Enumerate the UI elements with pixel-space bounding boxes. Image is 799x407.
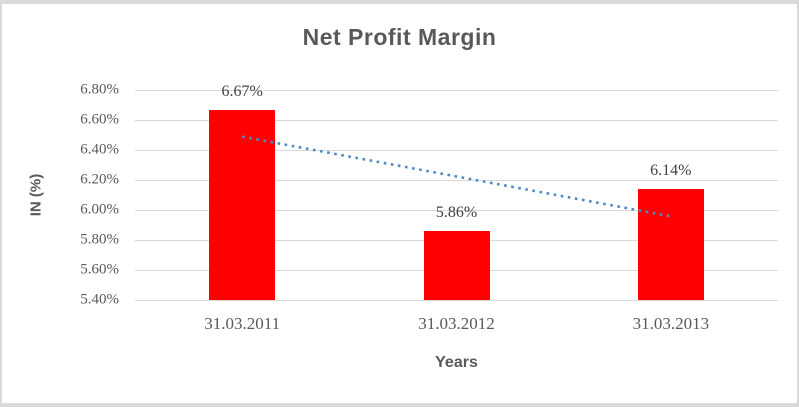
trendline — [241, 135, 672, 218]
bar-31.03.2012 — [423, 231, 490, 300]
gridline — [135, 150, 778, 151]
y-tick-label: 6.40% — [80, 141, 119, 158]
y-tick-label: 6.20% — [80, 171, 119, 188]
chart-title: Net Profit Margin — [302, 24, 497, 50]
bar-data-label: 5.86% — [435, 204, 478, 221]
gridline — [135, 210, 778, 211]
y-tick-label: 6.60% — [80, 111, 119, 128]
x-tick-label: 31.03.2012 — [418, 314, 495, 333]
gridline — [135, 300, 778, 301]
y-tick-label: 5.60% — [80, 261, 119, 278]
y-tick-label: 5.80% — [80, 231, 119, 248]
bar-data-label: 6.67% — [221, 82, 263, 100]
x-tick-label: 31.03.2013 — [632, 314, 710, 333]
y-tick-label: 5.40% — [80, 291, 119, 308]
gridline — [135, 90, 778, 91]
gridline — [135, 120, 778, 121]
gridline — [135, 180, 778, 181]
x-tick-label: 31.03.2011 — [204, 314, 281, 333]
y-tick-label: 6.00% — [80, 201, 119, 218]
y-tick-label: 6.80% — [80, 81, 119, 98]
bar-31.03.2013 — [637, 189, 704, 300]
bar-data-label: 6.14% — [650, 162, 692, 179]
x-axis-title: Years — [435, 354, 478, 371]
